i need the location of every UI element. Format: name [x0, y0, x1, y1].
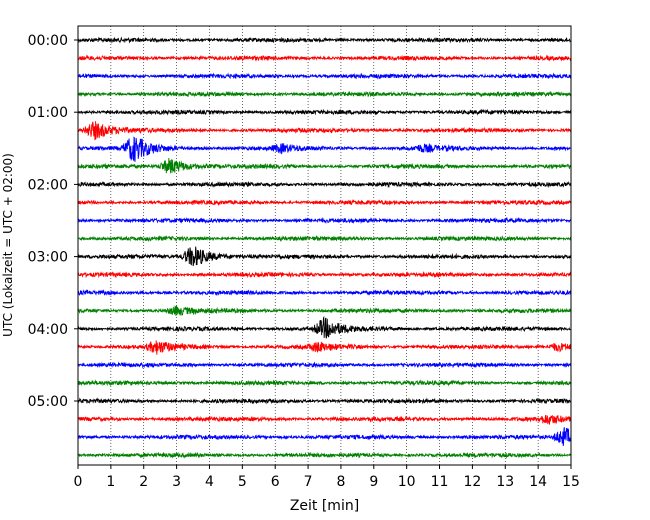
- plot-frame: [77, 25, 572, 466]
- x-tick-label: 8: [336, 474, 345, 490]
- x-tick-label: 14: [529, 474, 547, 490]
- x-tick-label: 11: [431, 474, 449, 490]
- trace-0130: [77, 136, 572, 162]
- y-axis: 00:00 01:00 02:00 03:00 04:00 05:00: [28, 33, 78, 410]
- y-tick-label: 02:00: [28, 177, 68, 193]
- y-tick-label: 04:00: [28, 322, 68, 338]
- x-tick-label: 2: [139, 474, 148, 490]
- trace-0100: [77, 108, 572, 116]
- traces: [77, 36, 572, 459]
- y-axis-label: UTC (Lokalzeit = UTC + 02:00): [1, 153, 15, 337]
- trace-0445: [77, 379, 572, 387]
- trace-0345: [77, 305, 572, 316]
- trace-0315: [77, 271, 572, 279]
- trace-0015: [77, 54, 572, 62]
- y-tick-label: 01:00: [28, 105, 68, 121]
- trace-0000: [77, 36, 572, 44]
- x-tick-label: 3: [172, 474, 181, 490]
- trace-0030: [77, 72, 572, 80]
- x-tick-label: 15: [562, 474, 580, 490]
- x-tick-label: 7: [304, 474, 313, 490]
- x-tick-label: 13: [496, 474, 514, 490]
- trace-0515: [77, 414, 572, 425]
- trace-0530: [77, 427, 572, 447]
- trace-0415: [77, 340, 572, 355]
- x-tick-label: 5: [238, 474, 247, 490]
- trace-0230: [77, 216, 572, 225]
- x-tick-label: 4: [205, 474, 214, 490]
- x-tick-label: 9: [369, 474, 378, 490]
- trace-0545: [77, 451, 572, 459]
- trace-0245: [77, 234, 572, 243]
- x-tick-label: 12: [463, 474, 481, 490]
- y-tick-label: 05:00: [28, 394, 68, 410]
- x-tick-label: 1: [106, 474, 115, 490]
- x-tick-label: 6: [271, 474, 280, 490]
- trace-0300: [77, 246, 572, 267]
- trace-0215: [77, 199, 572, 206]
- trace-0400: [77, 315, 572, 339]
- trace-0145: [77, 157, 572, 174]
- trace-0045: [77, 90, 572, 98]
- trace-0200: [77, 180, 572, 189]
- y-tick-label: 00:00: [28, 33, 68, 49]
- x-tick-label: 0: [74, 474, 83, 490]
- grid-lines: [110, 26, 539, 465]
- plot-background: [78, 26, 571, 465]
- trace-0430: [77, 361, 572, 369]
- trace-0330: [77, 289, 572, 297]
- trace-0115: [77, 121, 572, 141]
- x-tick-label: 10: [398, 474, 416, 490]
- x-axis-label: Zeit [min]: [290, 498, 359, 514]
- y-tick-label: 03:00: [28, 250, 68, 266]
- x-axis: 0 1 2 3 4 5 6 7 8 9 10 11 12 13 14 15: [74, 465, 580, 490]
- trace-0500: [77, 397, 572, 405]
